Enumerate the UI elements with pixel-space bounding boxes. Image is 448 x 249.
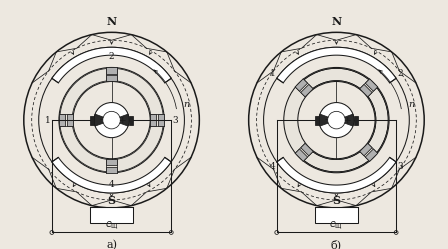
Wedge shape — [336, 114, 354, 126]
Text: 3: 3 — [398, 162, 403, 171]
Text: n: n — [184, 100, 190, 109]
Polygon shape — [150, 114, 156, 126]
Polygon shape — [365, 149, 378, 161]
Bar — [90, 207, 133, 223]
Polygon shape — [360, 143, 372, 156]
Polygon shape — [106, 75, 117, 81]
Polygon shape — [301, 143, 313, 156]
Text: а): а) — [106, 240, 117, 249]
Polygon shape — [158, 114, 164, 126]
Circle shape — [298, 81, 375, 159]
Polygon shape — [301, 84, 313, 97]
Polygon shape — [59, 114, 65, 126]
Text: N: N — [107, 16, 116, 27]
Circle shape — [103, 111, 121, 129]
Bar — [90, 116, 94, 124]
Circle shape — [59, 67, 164, 173]
Polygon shape — [295, 149, 308, 161]
Text: 4: 4 — [109, 180, 114, 189]
Polygon shape — [360, 84, 372, 97]
Bar — [314, 116, 319, 124]
Polygon shape — [52, 47, 171, 83]
Bar — [129, 116, 134, 124]
Text: n: n — [409, 100, 415, 109]
Polygon shape — [277, 47, 396, 83]
Circle shape — [327, 111, 345, 129]
Circle shape — [284, 67, 389, 173]
Text: 4: 4 — [270, 162, 275, 171]
Polygon shape — [295, 79, 308, 91]
Text: +: + — [118, 116, 125, 124]
Text: $e_{\rm щ}$: $e_{\rm щ}$ — [329, 220, 344, 232]
Wedge shape — [94, 114, 112, 126]
Polygon shape — [67, 114, 73, 126]
Polygon shape — [365, 79, 378, 91]
Text: S: S — [108, 195, 116, 206]
Text: $e_{\rm щ}$: $e_{\rm щ}$ — [104, 220, 119, 232]
Text: N: N — [332, 16, 341, 27]
Text: 1: 1 — [45, 116, 50, 124]
Polygon shape — [106, 159, 117, 165]
Circle shape — [94, 103, 129, 138]
Text: 3: 3 — [173, 116, 178, 124]
Text: 2: 2 — [398, 69, 403, 78]
Circle shape — [73, 81, 150, 159]
Bar — [354, 116, 358, 124]
Bar — [315, 207, 358, 223]
Polygon shape — [52, 157, 171, 193]
Text: 2: 2 — [109, 52, 114, 61]
Text: S: S — [332, 195, 340, 206]
Circle shape — [319, 103, 354, 138]
Text: +: + — [343, 116, 350, 124]
Polygon shape — [277, 157, 396, 193]
Wedge shape — [112, 114, 129, 126]
Text: б): б) — [331, 240, 342, 249]
Text: -: - — [325, 116, 328, 124]
Wedge shape — [319, 114, 336, 126]
Polygon shape — [106, 167, 117, 173]
Text: 1: 1 — [270, 69, 275, 78]
Polygon shape — [106, 67, 117, 74]
Text: -: - — [100, 116, 103, 124]
